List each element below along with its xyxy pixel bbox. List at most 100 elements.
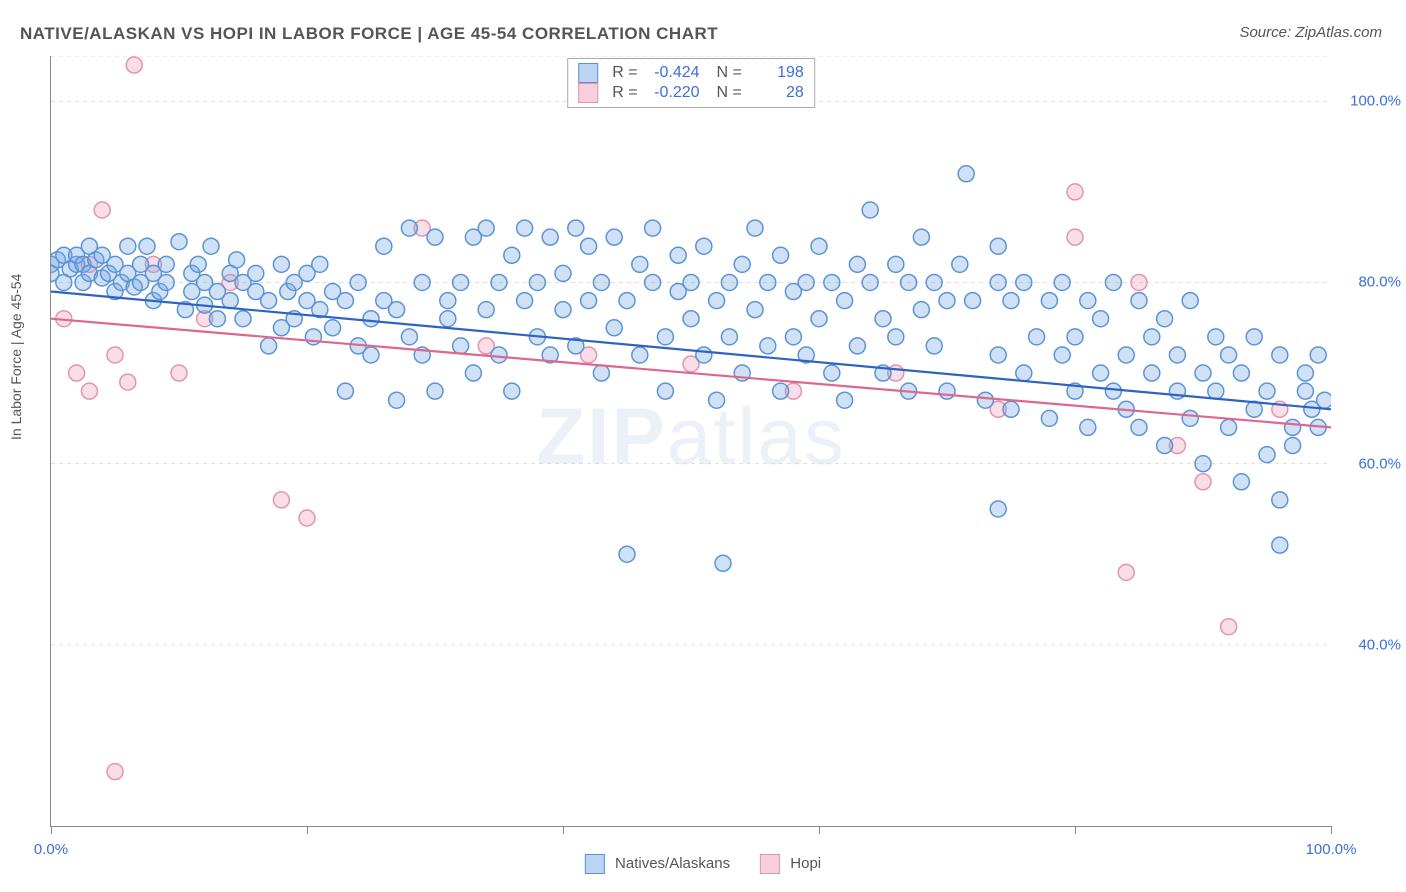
data-point	[1131, 419, 1147, 435]
x-tick-label: 100.0%	[1306, 841, 1357, 858]
data-point	[350, 274, 366, 290]
data-point	[619, 546, 635, 562]
data-point	[1157, 438, 1173, 454]
legend-item-natives: Natives/Alaskans	[585, 854, 730, 874]
data-point	[939, 293, 955, 309]
data-point	[1105, 383, 1121, 399]
data-point	[657, 329, 673, 345]
data-point	[849, 256, 865, 272]
data-point	[1233, 474, 1249, 490]
data-point	[465, 365, 481, 381]
data-point	[1182, 293, 1198, 309]
data-point	[1233, 365, 1249, 381]
data-point	[645, 220, 661, 236]
data-point	[696, 238, 712, 254]
data-point	[440, 293, 456, 309]
data-point	[1016, 274, 1032, 290]
data-point	[209, 311, 225, 327]
data-point	[1118, 347, 1134, 363]
data-point	[389, 302, 405, 318]
x-tick-label: 0.0%	[34, 841, 68, 858]
data-point	[363, 347, 379, 363]
trend-line	[51, 319, 1331, 428]
data-point	[709, 392, 725, 408]
y-tick-label: 80.0%	[1341, 274, 1401, 291]
data-point	[222, 293, 238, 309]
data-point	[401, 329, 417, 345]
data-point	[517, 293, 533, 309]
data-point	[581, 293, 597, 309]
data-point	[453, 338, 469, 354]
data-point	[798, 274, 814, 290]
data-point	[747, 220, 763, 236]
data-point	[683, 274, 699, 290]
data-point	[645, 274, 661, 290]
stats-swatch-hopi	[578, 83, 598, 103]
data-point	[1118, 564, 1134, 580]
legend-label-hopi: Hopi	[790, 855, 821, 872]
n-label: N =	[708, 64, 742, 82]
data-point	[1195, 474, 1211, 490]
n-label: N =	[708, 84, 742, 102]
data-point	[1080, 419, 1096, 435]
data-point	[952, 256, 968, 272]
data-point	[862, 274, 878, 290]
data-point	[229, 252, 245, 268]
data-point	[325, 320, 341, 336]
data-point	[811, 238, 827, 254]
data-point	[1054, 274, 1070, 290]
data-point	[139, 238, 155, 254]
data-point	[478, 220, 494, 236]
data-point	[926, 274, 942, 290]
data-point	[1272, 347, 1288, 363]
data-point	[888, 329, 904, 345]
data-point	[1131, 293, 1147, 309]
data-point	[261, 338, 277, 354]
data-point	[248, 265, 264, 281]
data-point	[1272, 537, 1288, 553]
stats-row-natives: R = -0.424 N = 198	[578, 63, 804, 83]
data-point	[107, 347, 123, 363]
data-point	[1221, 619, 1237, 635]
data-point	[581, 238, 597, 254]
r-value-natives: -0.424	[646, 64, 700, 82]
data-point	[632, 347, 648, 363]
y-tick-label: 60.0%	[1341, 455, 1401, 472]
data-point	[69, 365, 85, 381]
data-point	[913, 229, 929, 245]
data-point	[721, 329, 737, 345]
data-point	[1041, 410, 1057, 426]
n-value-natives: 198	[750, 64, 804, 82]
data-point	[555, 265, 571, 281]
data-point	[1144, 329, 1160, 345]
data-point	[1093, 311, 1109, 327]
data-point	[939, 383, 955, 399]
r-label: R =	[612, 64, 637, 82]
y-tick-label: 100.0%	[1341, 93, 1401, 110]
data-point	[440, 311, 456, 327]
r-value-hopi: -0.220	[646, 84, 700, 102]
data-point	[1067, 229, 1083, 245]
data-point	[171, 365, 187, 381]
data-point	[376, 238, 392, 254]
legend-item-hopi: Hopi	[760, 854, 821, 874]
legend-swatch-hopi	[760, 854, 780, 874]
data-point	[965, 293, 981, 309]
data-point	[1272, 492, 1288, 508]
data-point	[721, 274, 737, 290]
data-point	[888, 256, 904, 272]
data-point	[632, 256, 648, 272]
data-point	[312, 256, 328, 272]
data-point	[958, 166, 974, 182]
data-point	[401, 220, 417, 236]
data-point	[977, 392, 993, 408]
data-point	[760, 274, 776, 290]
data-point	[171, 234, 187, 250]
y-tick-label: 40.0%	[1341, 636, 1401, 653]
data-point	[1182, 410, 1198, 426]
data-point	[120, 238, 136, 254]
data-point	[542, 229, 558, 245]
data-point	[1221, 419, 1237, 435]
data-point	[760, 338, 776, 354]
data-point	[120, 374, 136, 390]
